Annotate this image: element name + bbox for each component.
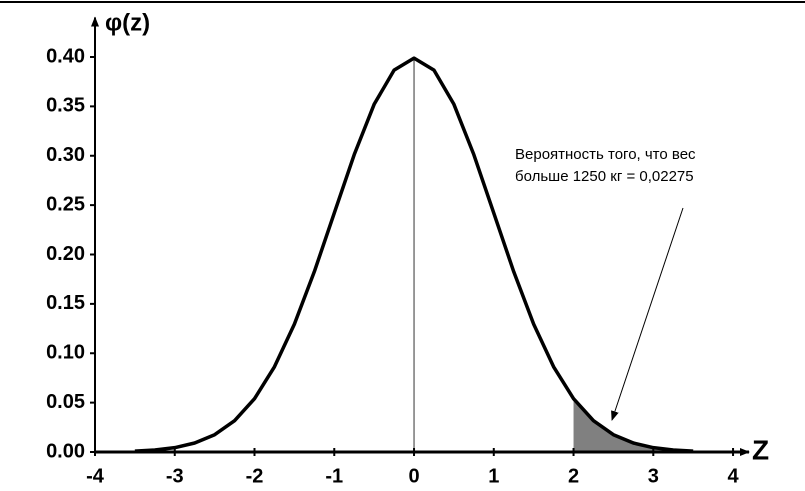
x-tick-label: -3	[166, 465, 184, 487]
x-axis-label: Z	[752, 434, 769, 465]
y-tick-label: 0.25	[46, 193, 85, 215]
curve	[134, 56, 694, 453]
x-tick-label: 2	[568, 465, 579, 487]
y-tick-label: 0.15	[46, 292, 85, 314]
y-tick-label: 0.20	[46, 243, 85, 265]
x-tick-label: -1	[325, 465, 343, 487]
y-tick-label: 0.35	[46, 95, 85, 117]
annotation: больше 1250 кг = 0,02275	[515, 168, 694, 185]
y-tick-label: 0.30	[46, 144, 85, 166]
annotation-arrow	[611, 207, 684, 421]
x-tick-label: 4	[727, 465, 739, 487]
x-tick-label: 1	[488, 465, 499, 487]
x-tick-label: -2	[246, 465, 264, 487]
y-tick-label: 0.00	[46, 440, 85, 462]
annotation: Вероятность того, что вес	[515, 146, 696, 163]
x-tick-label: 0	[408, 465, 419, 487]
y-tick-label: 0.05	[46, 391, 85, 413]
x-tick-label: 3	[648, 465, 659, 487]
shaded-area	[573, 398, 694, 452]
y-tick-label: 0.10	[46, 342, 85, 364]
y-axis-label: φ(z)	[105, 9, 150, 36]
y-tick-label: 0.40	[46, 45, 85, 67]
x-tick-label: -4	[86, 465, 105, 487]
